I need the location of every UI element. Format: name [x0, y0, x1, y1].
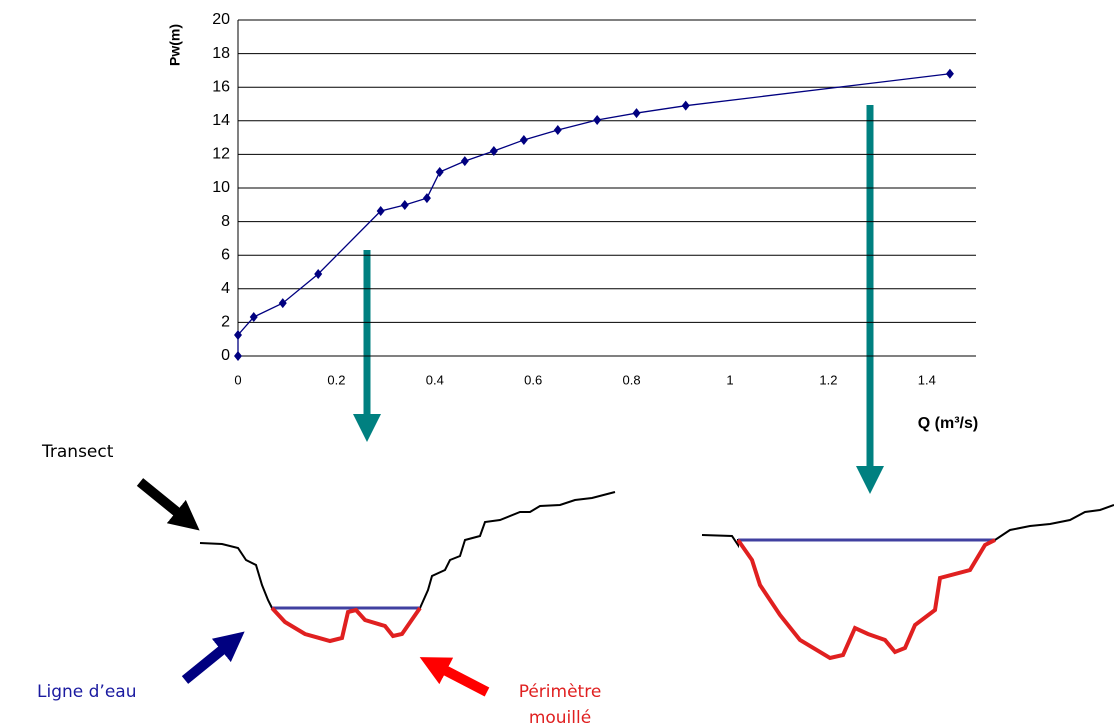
data-point	[945, 68, 954, 79]
data-point	[234, 330, 242, 340]
wetted-perimeter	[270, 606, 422, 644]
y-tick-label: 6	[221, 246, 230, 263]
annotation: Périmètre	[519, 682, 602, 702]
annotation: Transect	[41, 442, 114, 462]
y-tick-label: 0	[221, 347, 230, 364]
data-point	[489, 146, 498, 157]
data-point	[249, 312, 258, 323]
x-tick-label: 0.8	[623, 372, 641, 387]
y-axis-title: Pw(m)	[167, 24, 183, 66]
data-point	[376, 206, 385, 217]
data-point	[681, 100, 690, 111]
annotation: Ligne d’eau	[37, 682, 136, 702]
data-point	[632, 108, 641, 119]
data-line	[237, 73, 951, 356]
annotation: mouillé	[529, 708, 591, 728]
y-tick-label: 12	[212, 146, 230, 163]
x-tick-label: 0.2	[327, 372, 345, 387]
x-tick-label: 1.2	[819, 372, 837, 387]
x-tick-label: 0	[234, 372, 241, 387]
data-point	[400, 199, 409, 210]
arrow	[419, 657, 490, 697]
data-point	[422, 193, 431, 204]
y-tick-label: 20	[212, 11, 230, 28]
y-tick-label: 16	[212, 78, 230, 95]
y-tick-label: 2	[221, 314, 230, 331]
data-point	[278, 298, 287, 309]
data-point	[460, 156, 469, 167]
arrow	[136, 478, 200, 531]
transect	[199, 491, 616, 609]
data-point	[234, 351, 242, 361]
x-tick-label: 1	[726, 372, 733, 387]
arrow	[181, 631, 245, 684]
data-point	[593, 114, 602, 125]
y-tick-label: 4	[221, 280, 230, 297]
x-axis-title: Q (m³/s)	[918, 415, 978, 432]
data-point	[553, 125, 562, 136]
x-tick-label: 1.4	[918, 372, 936, 387]
data-point	[435, 167, 444, 178]
data-point	[519, 134, 528, 145]
transect	[701, 504, 1114, 549]
y-tick-label: 10	[212, 179, 230, 196]
y-tick-label: 8	[221, 213, 230, 230]
data-point	[314, 269, 323, 280]
y-tick-label: 14	[212, 112, 230, 129]
y-tick-label: 18	[212, 45, 230, 62]
x-tick-label: 0.6	[524, 372, 542, 387]
wetted-perimeter	[736, 538, 996, 661]
x-tick-label: 0.4	[426, 372, 444, 387]
